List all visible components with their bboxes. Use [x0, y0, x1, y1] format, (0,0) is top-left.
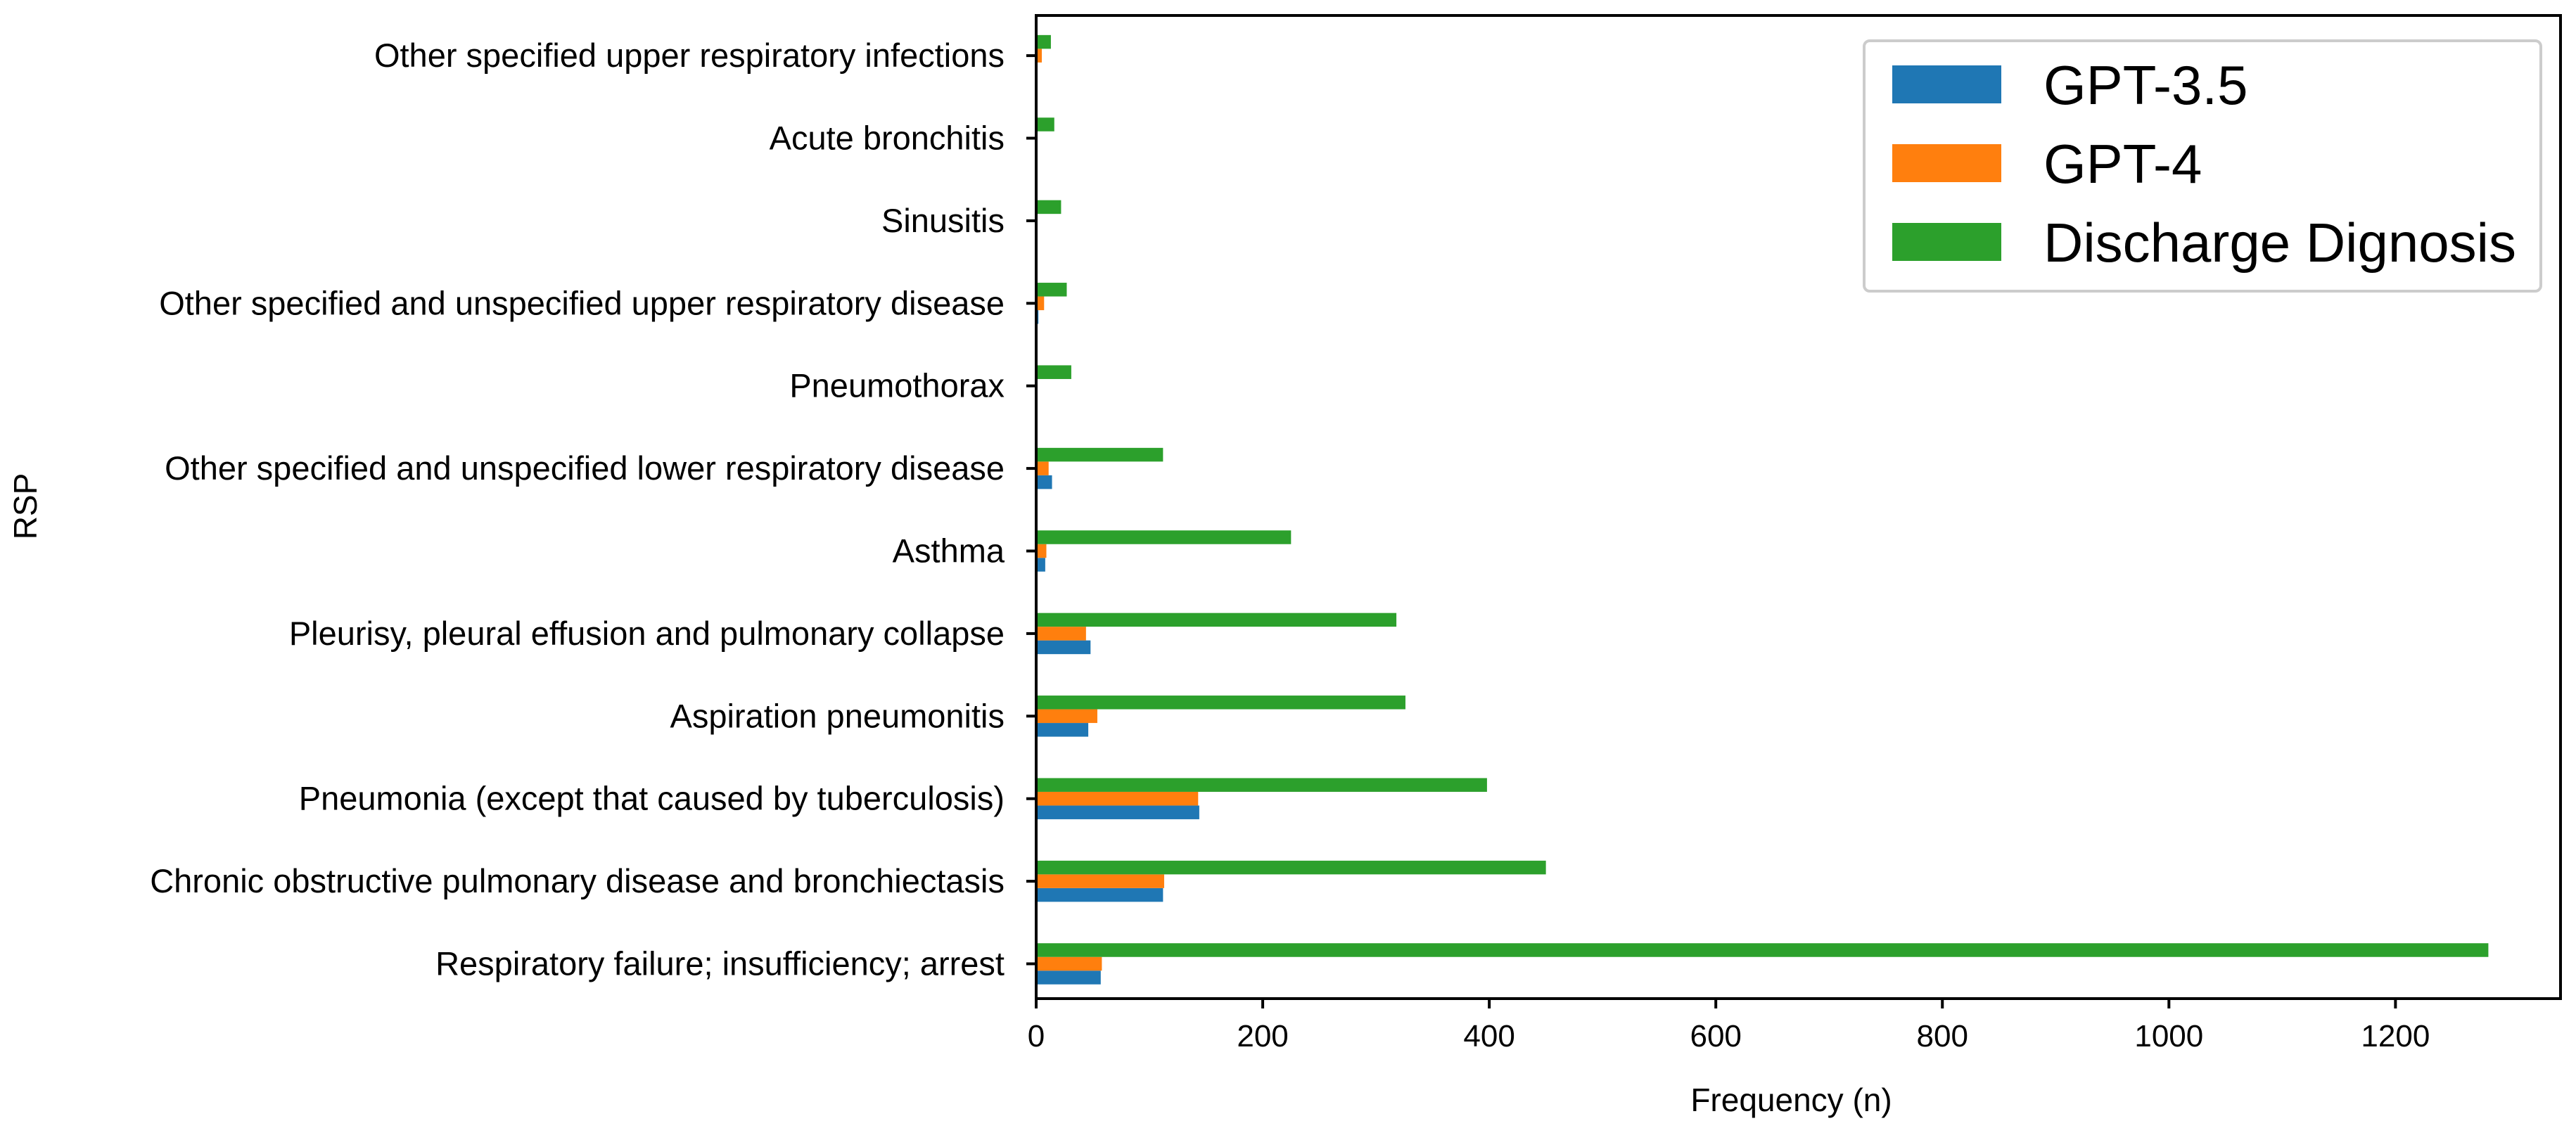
- bar-gpt-4-6: [1036, 461, 1049, 475]
- legend-swatch-1: [1892, 144, 2001, 182]
- bar-gpt-3-5-0: [1036, 970, 1101, 985]
- category-label: Other specified and unspecified lower re…: [165, 449, 1005, 487]
- x-tick-label: 600: [1690, 1019, 1741, 1053]
- category-label: Acute bronchitis: [770, 120, 1005, 157]
- bar-gpt-3-5-1: [1036, 888, 1163, 902]
- category-label: Asthma: [893, 532, 1005, 570]
- category-label: Sinusitis: [881, 202, 1005, 239]
- plot-frame: [1035, 14, 2562, 1000]
- bar-discharge-dignosis-7: [1036, 365, 1071, 379]
- legend-label-0: GPT-3.5: [2043, 54, 2247, 116]
- x-tick-label: 0: [1028, 1019, 1045, 1053]
- bar-gpt-3-5-4: [1036, 640, 1091, 655]
- legend-box: [1863, 39, 2542, 293]
- bar-gpt-3-5-3: [1036, 723, 1089, 737]
- category-label: Other specified upper respiratory infect…: [374, 37, 1005, 74]
- y-axis-title: RSP: [7, 473, 44, 540]
- category-label: Chronic obstructive pulmonary disease an…: [150, 862, 1005, 899]
- bar-gpt-3-5-6: [1036, 475, 1052, 489]
- bar-gpt-4-4: [1036, 627, 1086, 641]
- category-label: Other specified and unspecified upper re…: [159, 284, 1005, 321]
- bar-discharge-dignosis-3: [1036, 696, 1405, 710]
- category-label: Respiratory failure; insufficiency; arre…: [435, 945, 1005, 982]
- x-ticks: 0 200 400 600 800 1000 1200: [1028, 999, 2430, 1053]
- bar-gpt-4-11: [1036, 49, 1042, 63]
- category-labels: Respiratory failure; insufficiency; arre…: [150, 37, 1036, 982]
- bar-gpt-4-5: [1036, 544, 1047, 558]
- x-axis-title: Frequency (n): [1690, 1082, 1892, 1118]
- bar-discharge-dignosis-0: [1036, 943, 2489, 957]
- category-label: Pleurisy, pleural effusion and pulmonary…: [289, 615, 1005, 652]
- x-tick-label: 400: [1463, 1019, 1515, 1053]
- x-tick-label: 1000: [2134, 1019, 2203, 1053]
- bar-gpt-3-5-2: [1036, 805, 1199, 819]
- bar-gpt-3-5-5: [1036, 558, 1045, 572]
- bar-discharge-dignosis-2: [1036, 778, 1487, 792]
- bars-layer: [1036, 34, 2489, 985]
- legend-swatch-0: [1892, 65, 2001, 103]
- bar-gpt-4-1: [1036, 874, 1164, 888]
- bar-discharge-dignosis-5: [1036, 530, 1292, 544]
- bar-discharge-dignosis-10: [1036, 117, 1054, 132]
- category-label: Pneumonia (except that caused by tubercu…: [299, 780, 1005, 817]
- legend-label-1: GPT-4: [2043, 133, 2202, 195]
- category-label: Aspiration pneumonitis: [670, 697, 1005, 734]
- bar-discharge-dignosis-1: [1036, 860, 1546, 875]
- x-tick-label: 200: [1237, 1019, 1288, 1053]
- bar-gpt-4-2: [1036, 791, 1199, 806]
- bar-discharge-dignosis-8: [1036, 283, 1067, 297]
- bar-discharge-dignosis-9: [1036, 200, 1061, 214]
- bar-discharge-dignosis-4: [1036, 613, 1397, 627]
- legend: GPT-3.5 GPT-4 Discharge Dignosis: [1863, 39, 2542, 293]
- x-tick-label: 800: [1917, 1019, 1968, 1053]
- bar-gpt-4-0: [1036, 956, 1102, 971]
- bar-discharge-dignosis-6: [1036, 447, 1163, 462]
- category-label: Pneumothorax: [789, 367, 1005, 404]
- x-tick-label: 1200: [2361, 1019, 2430, 1053]
- bar-gpt-4-3: [1036, 709, 1097, 724]
- legend-label-2: Discharge Dignosis: [2043, 212, 2516, 274]
- legend-swatch-2: [1892, 223, 2001, 261]
- bar-gpt-4-8: [1036, 296, 1045, 311]
- bar-discharge-dignosis-11: [1036, 34, 1051, 49]
